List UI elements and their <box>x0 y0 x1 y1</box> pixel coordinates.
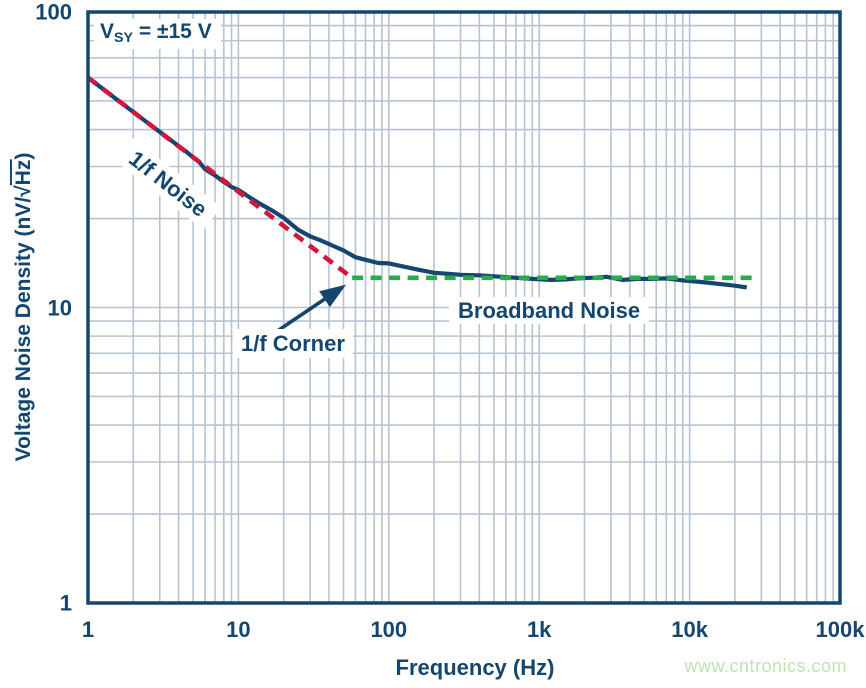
watermark: www.cntronics.com <box>684 656 847 676</box>
x-tick-label-1: 1 <box>81 617 95 642</box>
plot-border <box>86 10 842 605</box>
corner-arrow <box>275 284 347 333</box>
x-tick-label-10: 10 <box>226 617 251 642</box>
y-axis-title: Voltage Noise Density (nV/√Hz) <box>9 152 35 462</box>
y-tick-label-1: 1 <box>59 590 72 616</box>
vsy-symbol: V <box>100 20 115 43</box>
y-tick-label-10: 10 <box>47 294 72 320</box>
x-tick-label-1k: 1k <box>526 617 552 642</box>
x-tick-label-100: 100 <box>370 617 408 642</box>
y-axis-title-overline: Hz <box>9 159 35 186</box>
supply-voltage-annotation: VSY = ±15 V <box>94 19 221 49</box>
x-tick-label-10k: 10k <box>671 617 708 642</box>
broadband-noise-label: Broadband Noise <box>449 297 650 325</box>
x-axis-title: Frequency (Hz) <box>395 655 555 680</box>
x-tick-label-100k: 100k <box>815 617 865 642</box>
sqrt-radical-glyph: √ <box>11 185 35 197</box>
y-tick-label-100: 100 <box>35 0 72 25</box>
vsy-subscript: SY <box>114 29 134 46</box>
vsy-value: = ±15 V <box>133 20 212 43</box>
one-f-corner-label: 1/f Corner <box>233 329 353 359</box>
y-axis-title-close: ) <box>11 152 35 160</box>
y-axis-title-text: Voltage Noise Density (nV/ <box>11 196 35 462</box>
